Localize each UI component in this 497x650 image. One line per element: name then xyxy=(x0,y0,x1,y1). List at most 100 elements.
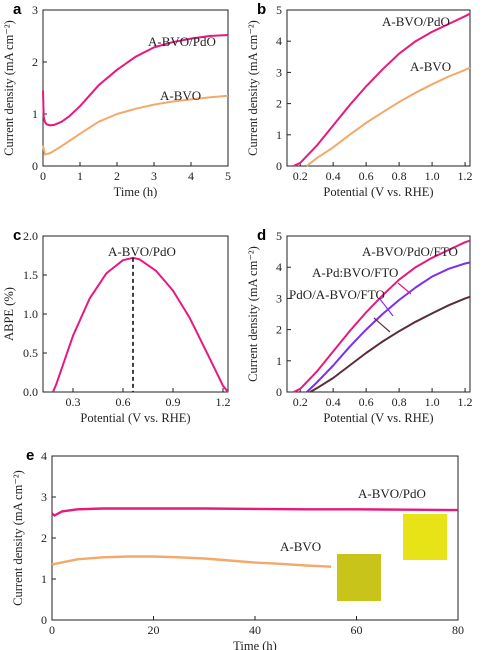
series-line-a-bvo xyxy=(306,66,471,167)
y-tick-label: 1 xyxy=(276,128,282,142)
x-tick-label: 4 xyxy=(188,169,194,183)
series-line-a-bvo-pdo xyxy=(52,256,229,393)
y-tick-label: 5 xyxy=(276,229,282,243)
panel-letter-c: c xyxy=(13,227,21,244)
series-line-pdo-a-bvo-fto xyxy=(309,295,471,393)
series-label: A-BVO/PdO xyxy=(358,486,426,501)
x-tick-label: 0.8 xyxy=(392,169,407,183)
x-axis-label: Time (h) xyxy=(233,639,277,650)
panel-letter-a: a xyxy=(13,1,22,18)
x-tick-label: 60 xyxy=(351,623,363,637)
x-axis-label: Potential (V vs. RHE) xyxy=(323,185,433,199)
y-tick-label: 3 xyxy=(276,291,282,305)
series-label: A-Pd:BVO/FTO xyxy=(312,265,398,280)
x-tick-label: 0.6 xyxy=(359,395,374,409)
x-tick-label: 0.9 xyxy=(166,395,181,409)
x-tick-label: 1.0 xyxy=(425,395,440,409)
y-tick-label: 3 xyxy=(32,3,38,17)
y-tick-label: 2 xyxy=(276,97,282,111)
axes-frame-b xyxy=(286,9,471,167)
series-label: A-BVO/PdO xyxy=(382,14,450,29)
leader-line xyxy=(397,282,412,295)
x-tick-label: 0.8 xyxy=(392,395,407,409)
y-tick-label: 2 xyxy=(276,323,282,337)
series-line-a-bvo-pdo xyxy=(293,12,471,167)
x-tick-label: 20 xyxy=(148,623,160,637)
x-tick-label: 0 xyxy=(40,169,46,183)
panel-letter-e: e xyxy=(26,447,34,464)
y-tick-label: 4 xyxy=(276,34,282,48)
y-tick-label: 0 xyxy=(32,159,38,173)
y-tick-label: 1 xyxy=(32,107,38,121)
series-line-a-bvo-pdo xyxy=(51,507,459,517)
x-tick-label: 0.3 xyxy=(66,395,81,409)
x-tick-label: 40 xyxy=(249,623,261,637)
series-line-a-bvo-pdo-fto xyxy=(293,239,471,393)
y-tick-label: 4 xyxy=(276,260,282,274)
x-tick-label: 0.2 xyxy=(293,395,308,409)
sample-photo-bvo xyxy=(337,554,381,601)
panel-b: b 0.2 0.4 0.6 0.8 1.0 1.2 0 1 2 3 4 5 Potential (V vs… xyxy=(246,1,473,199)
series-label: A-BVO/PdO xyxy=(148,34,216,49)
x-tick-label: 1 xyxy=(77,169,83,183)
y-tick-label: 2.0 xyxy=(23,229,38,243)
x-tick-label: 1.0 xyxy=(425,169,440,183)
panel-d: d 0.2 0.4 0.6 0.8 1.0 1.2 0 1 2 3 4 5 Potential (V vs… xyxy=(246,227,473,425)
series-label: A-BVO xyxy=(280,539,321,554)
y-axis-label: Current density (mA cm⁻²) xyxy=(246,246,260,382)
y-tick-label: 0 xyxy=(41,613,47,627)
x-tick-label: 0.6 xyxy=(359,169,374,183)
y-tick-label: 0.5 xyxy=(23,346,38,360)
x-tick-label: 0.4 xyxy=(326,169,341,183)
series-label: A-BVO xyxy=(410,59,451,74)
x-tick-label: 0 xyxy=(49,623,55,637)
x-tick-label: 0.2 xyxy=(293,169,308,183)
y-tick-label: 3 xyxy=(276,65,282,79)
panel-a: a 0 1 2 3 4 5 0 1 2 3 Time (h) Current density (mA c… xyxy=(2,1,231,199)
x-tick-label: 1.2 xyxy=(216,395,231,409)
y-tick-label: 4 xyxy=(41,449,47,463)
y-tick-label: 2 xyxy=(32,55,38,69)
series-label: A-BVO/PdO xyxy=(108,244,176,259)
leader-line xyxy=(373,317,391,333)
x-tick-label: 2 xyxy=(114,169,120,183)
axes-frame-e xyxy=(51,455,459,621)
y-tick-label: 2 xyxy=(41,531,47,545)
x-tick-label: 3 xyxy=(151,169,157,183)
x-axis-label: Potential (V vs. RHE) xyxy=(323,411,433,425)
series-label: A-BVO/PdO/FTO xyxy=(362,244,458,259)
y-tick-label: 1 xyxy=(276,354,282,368)
y-axis-label: Current density (mA cm⁻²) xyxy=(246,20,260,156)
leader-line xyxy=(379,298,394,317)
series-line-a-pd-bvo-fto xyxy=(306,261,471,393)
x-tick-label: 1.2 xyxy=(458,395,473,409)
x-tick-label: 0.6 xyxy=(116,395,131,409)
y-tick-label: 5 xyxy=(276,3,282,17)
x-tick-label: 5 xyxy=(225,169,231,183)
y-tick-label: 1.5 xyxy=(23,268,38,282)
x-axis-label: Potential (V vs. RHE) xyxy=(80,411,190,425)
y-axis-label: Current density (mA cm⁻²) xyxy=(2,20,16,156)
y-tick-label: 1 xyxy=(41,572,47,586)
panel-c: c 0.3 0.6 0.9 1.2 0.0 0.5 1.0 1.5 2.0 Potential (V… xyxy=(2,227,231,425)
x-tick-label: 1.2 xyxy=(458,169,473,183)
y-tick-label: 0.0 xyxy=(23,385,38,399)
axes-frame-d xyxy=(286,235,471,393)
x-axis-label: Time (h) xyxy=(114,185,158,199)
sample-photo-pdo xyxy=(403,514,447,560)
panel-letter-d: d xyxy=(257,227,266,244)
y-tick-label: 3 xyxy=(41,490,47,504)
series-line-a-bvo-pdo xyxy=(42,34,229,127)
axes-frame-a xyxy=(42,9,229,167)
y-tick-label: 0 xyxy=(276,159,282,173)
series-label: A-BVO xyxy=(160,88,201,103)
series-line-a-bvo xyxy=(51,555,332,568)
series-label: PdO/A-BVO/FTO xyxy=(289,287,385,302)
x-tick-label: 80 xyxy=(452,623,464,637)
x-tick-label: 0.4 xyxy=(326,395,341,409)
y-axis-label: Current density (mA cm⁻²) xyxy=(11,470,25,606)
panel-e: e 0 20 40 60 80 0 1 2 3 4 Time (h) Current density (… xyxy=(11,447,464,650)
panel-letter-b: b xyxy=(257,1,266,18)
y-tick-label: 1.0 xyxy=(23,307,38,321)
